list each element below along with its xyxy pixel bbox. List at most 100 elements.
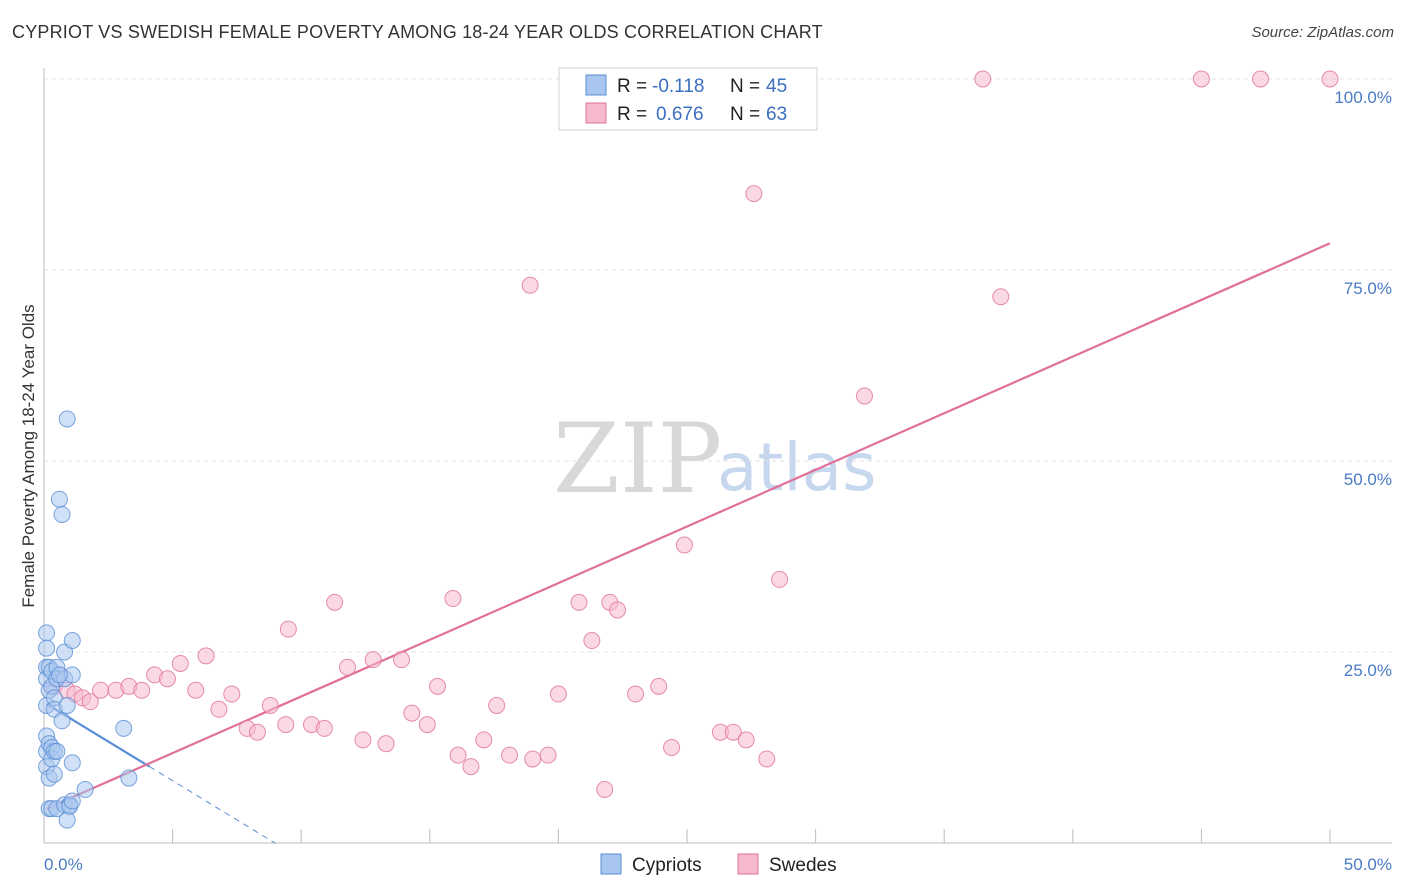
point-swedes-44 <box>583 632 601 650</box>
y-tick-label-25: 25.0% <box>1344 661 1392 680</box>
legend-r-value-swedes: 0.676 <box>656 104 704 125</box>
point-cypriots-1 <box>38 639 56 657</box>
point-swedes-48 <box>627 685 645 703</box>
legend-swatch-swedes <box>585 102 607 124</box>
y-axis-label: Female Poverty Among 18-24 Year Olds <box>19 304 38 607</box>
point-swedes-33 <box>444 590 462 608</box>
point-swedes-18 <box>248 723 266 741</box>
point-swedes-54 <box>737 731 755 749</box>
legend-n-label-cypriots: N = <box>730 76 760 97</box>
point-swedes-15 <box>210 700 228 718</box>
point-swedes-59 <box>855 387 873 405</box>
legend-swatch-cypriots <box>585 74 607 96</box>
y-tick-label-75: 75.0% <box>1344 279 1392 298</box>
point-swedes-29 <box>393 651 411 669</box>
point-swedes-40 <box>524 750 542 768</box>
point-cypriots-39 <box>63 754 81 772</box>
legend-n-value-swedes: 63 <box>766 104 787 125</box>
point-swedes-45 <box>596 781 614 799</box>
grid <box>44 78 1392 653</box>
point-cypriots-41 <box>76 781 94 799</box>
point-swedes-50 <box>663 739 681 756</box>
legend-r-label-cypriots: R = <box>617 76 647 97</box>
point-swedes-64 <box>1321 70 1339 88</box>
legend: R = -0.118 N = 45 R = 0.676 N = 63 <box>558 67 818 131</box>
point-cypriots-33 <box>58 696 76 714</box>
data-points <box>38 70 1339 829</box>
watermark-atlas: atlas <box>717 429 877 506</box>
point-cypriots-0 <box>38 624 56 642</box>
point-swedes-20 <box>277 716 295 734</box>
point-swedes-62 <box>1192 70 1210 88</box>
point-cypriots-43 <box>120 769 138 787</box>
point-swedes-42 <box>549 685 567 703</box>
point-cypriots-44 <box>50 666 68 684</box>
point-swedes-21 <box>279 620 297 638</box>
point-swedes-47 <box>609 601 627 619</box>
point-cypriots-34 <box>58 811 76 829</box>
point-swedes-23 <box>315 719 333 737</box>
point-swedes-14 <box>197 647 215 665</box>
point-swedes-12 <box>171 654 189 672</box>
axes <box>43 68 1392 844</box>
point-swedes-53 <box>724 723 742 741</box>
point-cypriots-32 <box>58 410 76 428</box>
trend-line-extension-cypriots <box>149 766 276 844</box>
legend-r-label-swedes: R = <box>617 104 647 125</box>
point-swedes-63 <box>1252 70 1270 88</box>
x-ticks <box>172 829 1331 843</box>
point-cypriots-26 <box>50 490 68 508</box>
chart-title: CYPRIOT VS SWEDISH FEMALE POVERTY AMONG … <box>12 22 823 42</box>
bottom-legend-label-cypriots: Cypriots <box>632 855 702 876</box>
point-swedes-61 <box>992 288 1010 306</box>
point-swedes-60 <box>974 70 992 88</box>
point-swedes-38 <box>501 746 519 764</box>
point-swedes-26 <box>354 731 372 749</box>
y-tick-label-100: 100.0% <box>1334 88 1392 107</box>
point-swedes-49 <box>650 677 668 695</box>
point-swedes-28 <box>377 735 395 753</box>
point-cypriots-21 <box>45 765 63 783</box>
point-swedes-35 <box>462 758 480 776</box>
point-swedes-36 <box>475 731 493 749</box>
point-cypriots-42 <box>115 719 133 737</box>
point-swedes-13 <box>187 681 205 699</box>
point-swedes-27 <box>364 651 382 669</box>
point-swedes-51 <box>675 536 693 554</box>
y-ticks: 25.0% 50.0% 75.0% 100.0% <box>1334 88 1392 680</box>
point-swedes-37 <box>488 696 506 714</box>
point-swedes-41 <box>539 746 557 764</box>
point-swedes-56 <box>758 750 776 768</box>
point-cypriots-24 <box>48 742 66 760</box>
legend-n-label-swedes: N = <box>730 104 760 125</box>
point-swedes-24 <box>326 593 344 611</box>
point-swedes-32 <box>429 677 447 695</box>
point-swedes-30 <box>403 704 421 722</box>
bottom-legend-swatch-swedes <box>737 853 759 875</box>
point-cypriots-40 <box>63 632 81 650</box>
bottom-legend: Cypriots Swedes <box>600 853 837 876</box>
chart-source: Source: ZipAtlas.com <box>1251 24 1394 41</box>
point-swedes-16 <box>223 685 241 703</box>
trend-line-swedes <box>46 242 1331 810</box>
legend-r-value-cypriots: -0.118 <box>652 76 704 97</box>
legend-n-value-cypriots: 45 <box>766 76 787 97</box>
x-tick-label-left: 0.0% <box>44 855 83 874</box>
y-tick-label-50: 50.0% <box>1344 470 1392 489</box>
point-swedes-34 <box>449 746 467 764</box>
x-tick-label-right: 50.0% <box>1344 855 1392 874</box>
point-swedes-5 <box>81 693 99 711</box>
point-cypriots-27 <box>53 505 71 523</box>
point-swedes-11 <box>158 670 176 688</box>
point-swedes-6 <box>92 681 110 699</box>
point-swedes-43 <box>570 593 588 611</box>
point-swedes-25 <box>338 658 356 676</box>
point-cypriots-28 <box>53 712 71 730</box>
point-swedes-9 <box>133 681 151 699</box>
point-cypriots-37 <box>63 792 81 810</box>
point-swedes-19 <box>261 696 279 714</box>
watermark: ZIP atlas <box>553 403 877 515</box>
point-swedes-39 <box>521 276 539 294</box>
bottom-legend-swatch-cypriots <box>600 853 622 875</box>
